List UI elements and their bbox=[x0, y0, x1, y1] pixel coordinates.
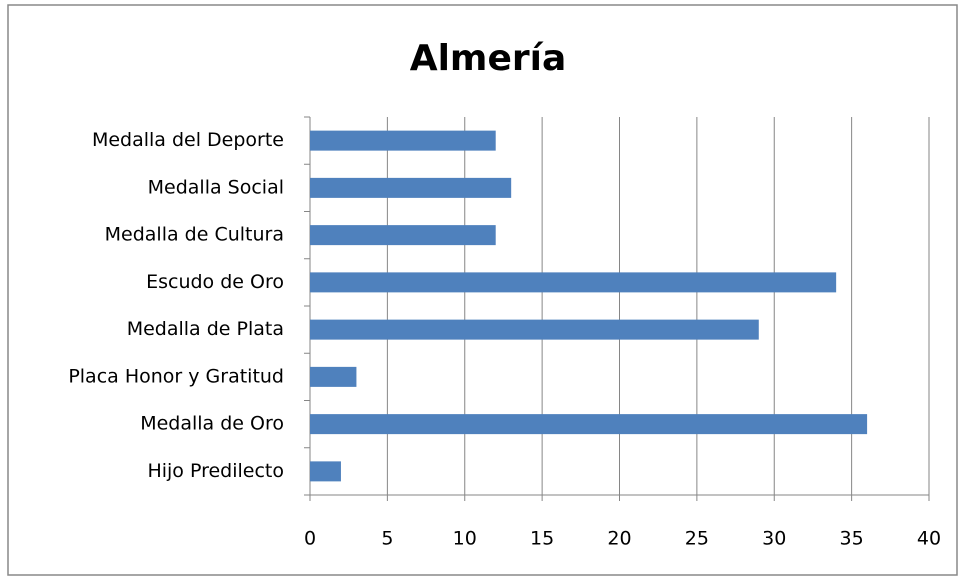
x-tick-label: 30 bbox=[762, 528, 786, 550]
y-tick-label: Hijo Predilecto bbox=[147, 460, 284, 482]
y-tick-label: Medalla de Plata bbox=[127, 318, 284, 340]
bar bbox=[310, 177, 512, 198]
x-tick-label: 35 bbox=[840, 528, 864, 550]
x-tick-label: 25 bbox=[685, 528, 709, 550]
bar bbox=[310, 272, 837, 293]
y-tick-label: Medalla Social bbox=[148, 176, 284, 198]
x-tick-label: 20 bbox=[607, 528, 631, 550]
y-tick-label: Medalla de Cultura bbox=[105, 224, 284, 246]
bar bbox=[310, 130, 496, 151]
bar bbox=[310, 461, 341, 482]
bar bbox=[310, 319, 759, 340]
chart-title: Almería bbox=[410, 38, 567, 79]
bar bbox=[310, 366, 357, 387]
y-tick-label: Medalla de Oro bbox=[140, 413, 284, 435]
y-tick-label: Placa Honor y Gratitud bbox=[68, 365, 284, 387]
x-tick-label: 0 bbox=[304, 528, 316, 550]
x-tick-label: 40 bbox=[917, 528, 941, 550]
x-tick-label: 15 bbox=[530, 528, 554, 550]
y-tick-label: Escudo de Oro bbox=[146, 271, 284, 293]
bar bbox=[310, 414, 868, 435]
bar bbox=[310, 225, 496, 246]
x-tick-label: 5 bbox=[381, 528, 393, 550]
x-tick-label: 10 bbox=[453, 528, 477, 550]
y-tick-label: Medalla del Deporte bbox=[92, 129, 284, 151]
